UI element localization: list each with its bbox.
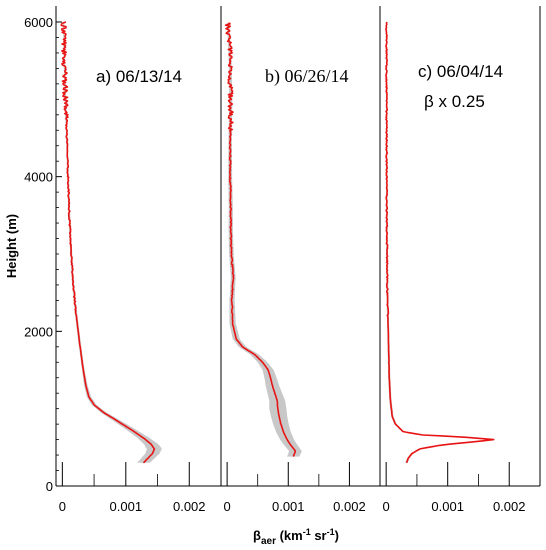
y-tick-label: 4000 — [24, 170, 53, 185]
profile-line — [385, 21, 495, 464]
profile-line — [224, 22, 297, 457]
panel-label: c) 06/04/14 — [418, 62, 503, 81]
uncertainty-band — [226, 22, 302, 457]
x-tick-label: 0 — [223, 499, 230, 514]
x-tick-label: 0.001 — [272, 499, 305, 514]
y-axis-title: Height (m) — [4, 214, 19, 278]
x-tick-label: 0.002 — [173, 499, 206, 514]
panel-a: 0 0.001 0.002 a) 06/13/14 — [55, 6, 222, 514]
x-tick-label: 0 — [59, 499, 66, 514]
panel-label: a) 06/13/14 — [96, 67, 182, 86]
panel-b: 0 0.001 0.002 b) 06/26/14 — [221, 6, 381, 514]
x-tick-label: 0.002 — [493, 499, 526, 514]
y-tick-label: 6000 — [24, 15, 53, 30]
profile-line — [60, 21, 156, 464]
x-tick-label: 0.002 — [333, 499, 366, 514]
uncertainty-band — [63, 22, 162, 463]
y-tick-label: 2000 — [24, 324, 53, 339]
y-axis-label: Height (m) — [4, 214, 19, 278]
x-tick-label: 0 — [383, 499, 390, 514]
x-axis-label: βaer (km-1 sr-1) — [253, 527, 339, 547]
y-tick-label: 0 — [46, 479, 53, 494]
x-tick-label: 0.001 — [110, 499, 143, 514]
uncertainty-band — [385, 22, 495, 463]
panel-c: 0 0.001 0.002 c) 06/04/14 β x 0.25 — [380, 6, 541, 514]
x-tick-label: 0.001 — [431, 499, 464, 514]
panel-label: b) 06/26/14 — [265, 66, 349, 87]
panel-sublabel: β x 0.25 — [424, 92, 485, 111]
panels: 0 0.001 0.002 a) 06/13/14 0 0.001 0.002 b) 06/2… — [55, 6, 541, 514]
